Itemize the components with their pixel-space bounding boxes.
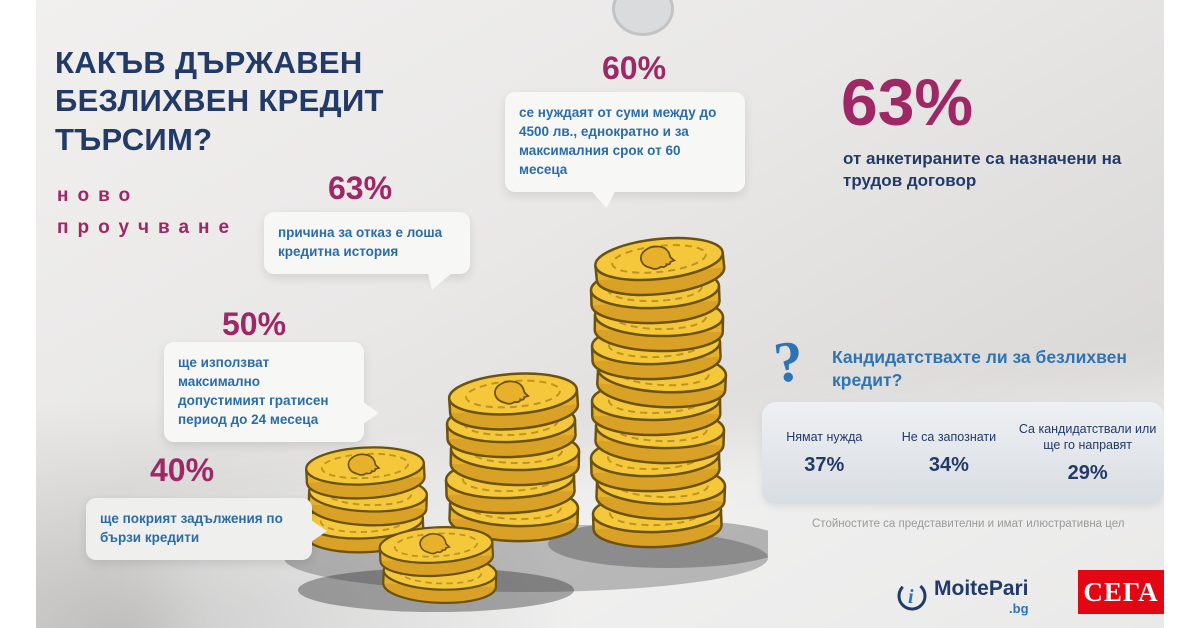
moitepari-tld: .bg	[1009, 601, 1029, 616]
page-title: КАКЪВ ДЪРЖАВЕН БЕЗЛИХВЕН КРЕДИТ ТЪРСИМ?	[55, 44, 384, 159]
stat-40-percent: 40%	[150, 452, 215, 488]
coin-stacks-illustration	[284, 226, 768, 612]
answer-option-1: Нямат нужда 37%	[762, 402, 887, 504]
headline-stat-text: от анкетираните са назначени на трудов д…	[843, 149, 1122, 191]
title-line-3: ТЪРСИМ?	[55, 121, 213, 157]
answer-option-2: Не са запознати 34%	[887, 402, 1012, 504]
title-line-1: КАКЪВ ДЪРЖАВЕН	[55, 45, 363, 80]
answer-label: Са кандидатствали или ще го направят	[1018, 421, 1157, 452]
moitepari-name: MoitePari	[934, 577, 1029, 600]
headline-stat-percent: 63%	[841, 65, 974, 139]
answer-value: 34%	[928, 454, 969, 477]
coin-stack-front	[379, 524, 498, 606]
speech-bubble-50-text: ще използват максимално допустимият грат…	[178, 355, 329, 427]
bubble-tail	[311, 520, 327, 542]
speech-bubble-40-text: ще покрият задължения по бързи кредити	[100, 511, 283, 545]
coin-stack-tall	[589, 232, 729, 551]
answer-label: Не са запознати	[901, 429, 997, 444]
answer-option-3: Са кандидатствали или ще го направят 29%	[1011, 402, 1164, 504]
title-line-2: БЕЗЛИХВЕН КРЕДИТ	[55, 83, 384, 119]
answer-value: 37%	[804, 454, 845, 477]
speech-bubble-60: се нуждаят от суми между до 4500 лв., ед…	[505, 92, 745, 208]
stat-60-percent: 60%	[602, 50, 667, 86]
speech-bubble-50: ще използват максимално допустимият грат…	[164, 342, 379, 442]
footnote: Стойностите са представителни и имат илю…	[812, 518, 1125, 530]
left-white-margin	[0, 0, 36, 628]
stat-63-percent: 63%	[328, 170, 393, 206]
subtitle-line-1: ново	[57, 185, 140, 206]
speech-bubble-40: ще покрият задължения по бързи кредити	[86, 498, 327, 560]
answer-label: Нямат нужда	[786, 429, 863, 444]
decorative-gray-coin-icon	[612, 0, 674, 36]
speech-bubble-63-text: причина за отказ е лоша кредитна история	[278, 225, 443, 259]
bubble-tail	[363, 401, 379, 424]
question-mark-icon: ?	[770, 327, 807, 396]
moitepari-icon: i	[897, 581, 927, 611]
stat-50-percent: 50%	[222, 306, 287, 342]
answer-value: 29%	[1067, 462, 1108, 485]
survey-question: Кандидатствахте ли за безлихвен кредит?	[832, 347, 1127, 390]
coin-stack-middle	[444, 370, 581, 545]
answers-panel: Нямат нужда 37% Не са запознати 34% Са к…	[762, 402, 1164, 504]
speech-bubble-63: причина за отказ е лоша кредитна история	[264, 212, 470, 290]
speech-bubble-60-text: се нуждаят от суми между до 4500 лв., ед…	[519, 105, 717, 177]
subtitle-line-2: проучване	[57, 217, 239, 239]
moitepari-logo: i MoitePari .bg	[894, 578, 1029, 616]
bubble-tail	[591, 190, 619, 208]
moitepari-i-glyph: i	[908, 586, 914, 608]
sega-logo: СЕГА	[1078, 570, 1164, 614]
subtitle-new-survey: ново проучване	[57, 180, 238, 245]
moitepari-wordmark: MoitePari .bg	[934, 578, 1029, 616]
right-white-margin	[1164, 0, 1200, 628]
